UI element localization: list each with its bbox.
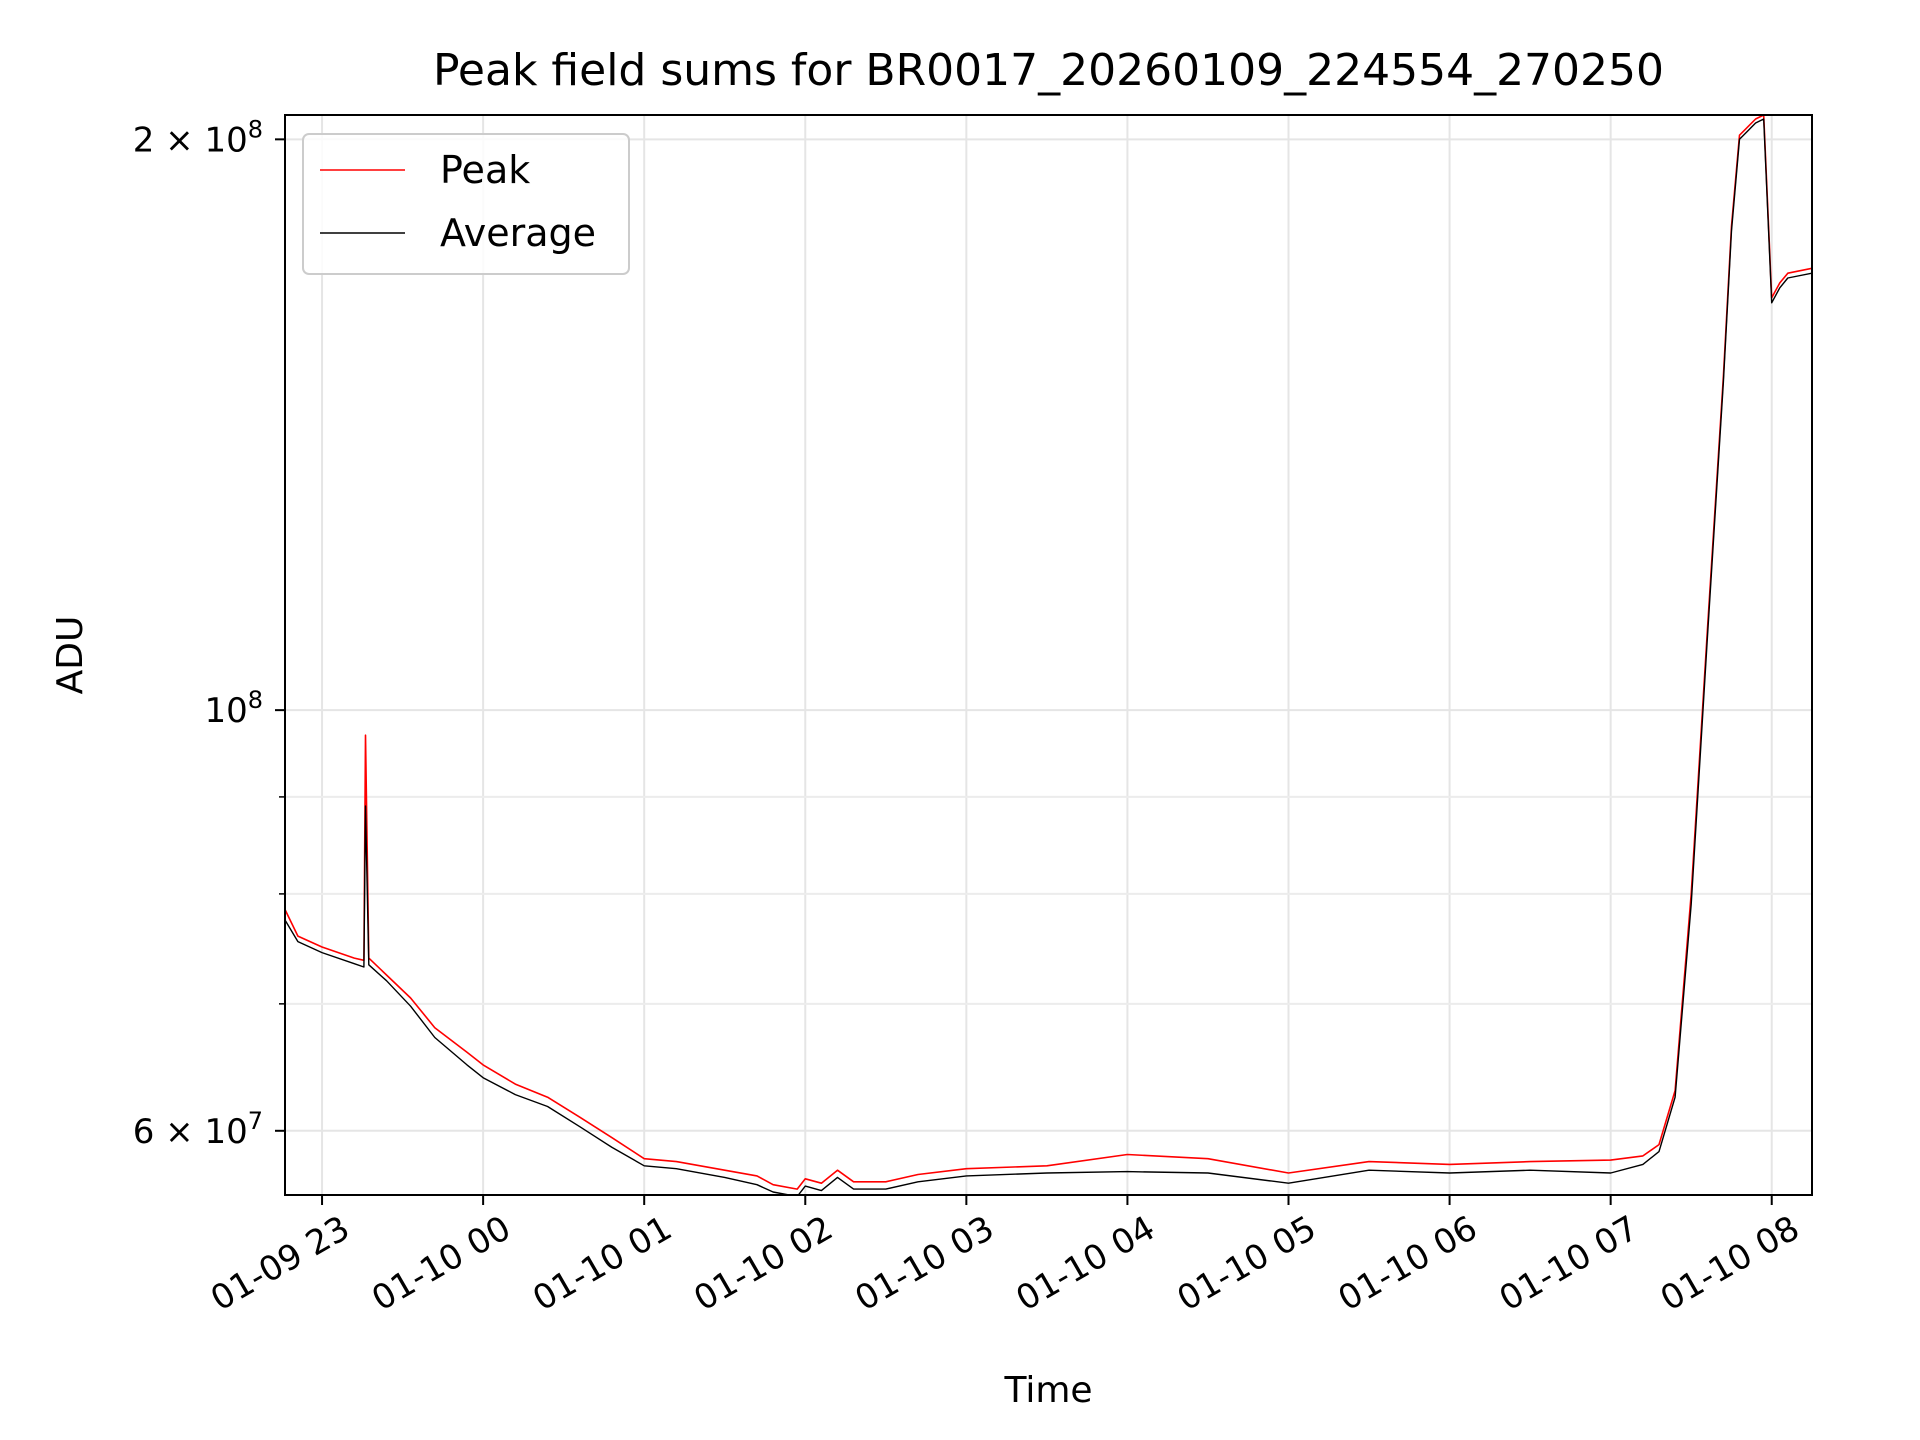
y-tick-label: 2 × 108 bbox=[133, 115, 263, 160]
legend-box bbox=[302, 133, 630, 275]
y-tick-label: 108 bbox=[204, 686, 263, 731]
x-axis-label: Time bbox=[1003, 1370, 1092, 1411]
average-series-line bbox=[285, 118, 1812, 1195]
chart-title: Peak field sums for BR0017_20260109_2245… bbox=[433, 45, 1664, 96]
legend: Peak Average bbox=[302, 133, 630, 275]
grid bbox=[285, 115, 1812, 1195]
plot-frame bbox=[284, 114, 1813, 1196]
y-axis-label: ADU bbox=[50, 616, 91, 695]
legend-peak-label: Peak bbox=[440, 148, 530, 192]
y-tick-label: 6 × 107 bbox=[133, 1107, 263, 1152]
series-layer bbox=[285, 115, 1812, 1195]
legend-average-label: Average bbox=[440, 211, 596, 255]
